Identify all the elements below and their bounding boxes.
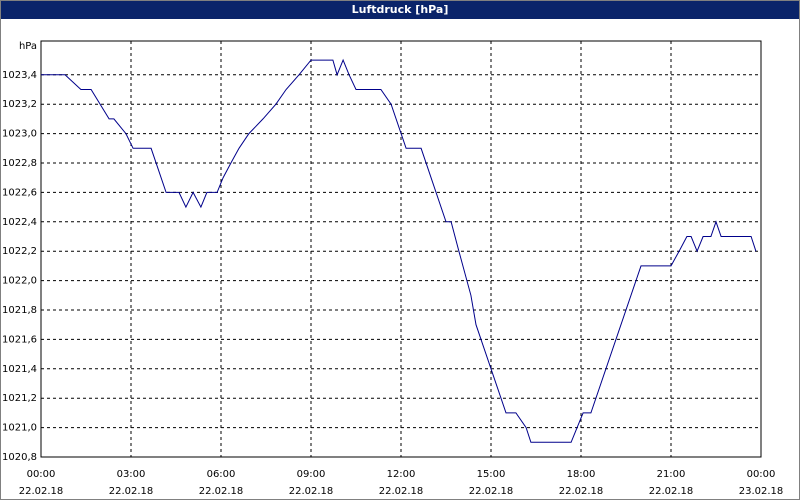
x-tick-date: 22.02.18 xyxy=(469,486,514,497)
x-tick-label: 03:00 xyxy=(117,469,146,480)
y-tick-label: 1021,0 xyxy=(2,423,37,434)
y-tick-label: 1023,4 xyxy=(2,70,37,81)
y-unit: hPa xyxy=(19,41,37,52)
y-tick-label: 1021,4 xyxy=(2,364,37,375)
x-tick-date: 22.02.18 xyxy=(649,486,694,497)
x-tick-label: 06:00 xyxy=(207,469,236,480)
x-tick-date: 23.02.18 xyxy=(739,486,784,497)
x-tick-label: 00:00 xyxy=(27,469,56,480)
x-tick-date: 22.02.18 xyxy=(19,486,64,497)
y-tick-label: 1021,2 xyxy=(2,393,37,404)
x-tick-date: 22.02.18 xyxy=(559,486,604,497)
plot-area xyxy=(40,40,762,458)
x-tick-date: 22.02.18 xyxy=(379,486,424,497)
title-bar: Luftdruck [hPa] xyxy=(1,1,799,19)
y-tick-label: 1023,2 xyxy=(2,99,37,110)
y-tick-label: 1020,8 xyxy=(2,452,37,463)
data-line xyxy=(41,58,757,443)
y-tick-label: 1022,4 xyxy=(2,217,37,228)
y-tick-label: 1022,2 xyxy=(2,246,37,257)
x-tick-label: 12:00 xyxy=(387,469,416,480)
y-tick-label: 1021,6 xyxy=(2,334,37,345)
y-tick-label: 1022,0 xyxy=(2,276,37,287)
y-tick-label: 1021,8 xyxy=(2,305,37,316)
x-tick-date: 22.02.18 xyxy=(289,486,334,497)
x-tick-label: 21:00 xyxy=(657,469,686,480)
y-tick-label: 1022,8 xyxy=(2,158,37,169)
y-tick-label: 1022,6 xyxy=(2,187,37,198)
x-tick-label: 09:00 xyxy=(297,469,326,480)
y-tick-label: 1023,0 xyxy=(2,129,37,140)
x-tick-date: 22.02.18 xyxy=(199,486,244,497)
x-tick-label: 00:00 xyxy=(747,469,776,480)
x-tick-date: 22.02.18 xyxy=(109,486,154,497)
x-tick-label: 18:00 xyxy=(567,469,596,480)
x-tick-label: 15:00 xyxy=(477,469,506,480)
